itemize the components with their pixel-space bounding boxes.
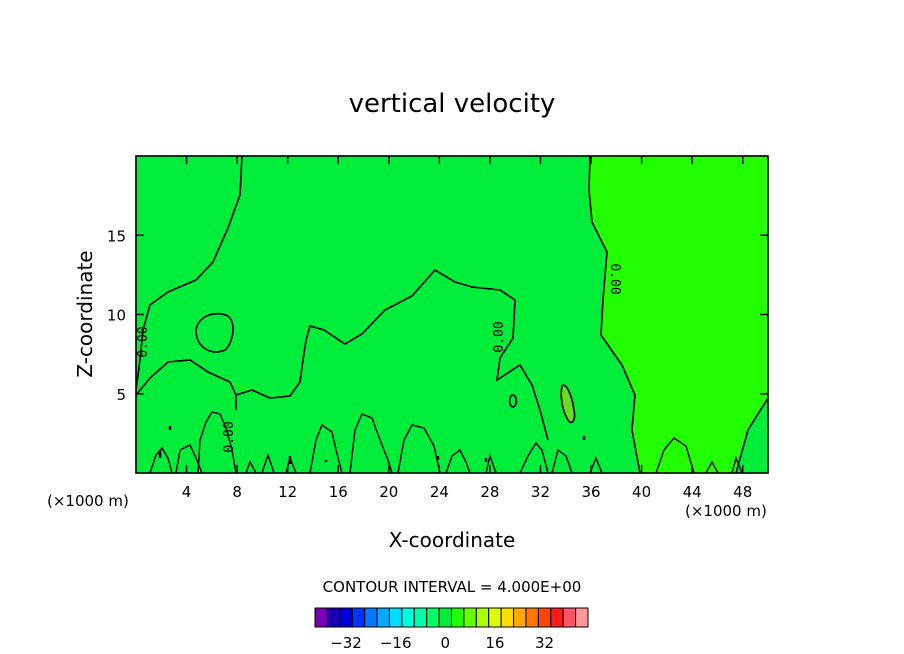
- negative-bubble: [196, 313, 234, 352]
- x-tick-label: 12: [278, 483, 297, 501]
- colorbar-swatch: [339, 607, 353, 628]
- colorbar-swatch: [376, 607, 390, 628]
- contour-line-small-loop: [508, 394, 518, 408]
- colorbar-swatch: [488, 607, 502, 628]
- colorbar-swatch: [364, 607, 378, 628]
- negative-region-right: [736, 398, 768, 473]
- contour-label: 0.00: [136, 326, 151, 357]
- colorbar-swatch: [388, 607, 403, 628]
- contour-label: 0.00: [222, 421, 237, 452]
- colorbar-swatch: [314, 607, 328, 628]
- x-tick-label: 48: [733, 483, 752, 501]
- x-tick-label: 16: [329, 483, 348, 501]
- x-axis-label: X-coordinate: [389, 528, 516, 552]
- colorbar-swatch: [451, 607, 465, 628]
- x-axis-unit-left: (×1000 m): [47, 492, 129, 510]
- colorbar-tick-label: 0: [441, 634, 451, 652]
- colorbar-swatch: [562, 607, 577, 628]
- colorbar-tick-label: 16: [485, 634, 504, 652]
- y-axis: 5 10 15: [107, 227, 768, 404]
- colorbar-swatch: [550, 607, 564, 628]
- y-tick-label: 10: [107, 307, 126, 325]
- colorbar-tick-label: −16: [380, 634, 412, 652]
- colorbar-swatch: [413, 607, 428, 628]
- x-tick-label: 28: [480, 483, 499, 501]
- x-tick-label: 24: [430, 483, 449, 501]
- x-tick-label: 8: [232, 483, 242, 501]
- x-tick-label: 44: [683, 483, 702, 501]
- x-tick-label: 40: [632, 483, 651, 501]
- y-axis-label: Z-coordinate: [73, 250, 97, 377]
- colorbar-labels: −32 −16 0 16 32: [330, 634, 554, 652]
- x-tick-label: 36: [581, 483, 600, 501]
- colorbar-swatch: [575, 607, 589, 628]
- colorbar-swatch: [326, 607, 341, 628]
- colorbar-swatch: [463, 607, 477, 628]
- contour-labels: 0.00 0.00 0.00 0.00: [136, 263, 622, 452]
- contour-label: 0.00: [607, 263, 622, 294]
- y-tick-label: 5: [116, 386, 126, 404]
- contour-label: 0.00: [492, 321, 507, 352]
- colorbar-tick-label: 32: [535, 634, 554, 652]
- colorbar-swatch: [525, 607, 539, 628]
- colorbar-swatch: [351, 607, 366, 628]
- negative-region-left: [136, 156, 242, 390]
- contour-line-center: [136, 268, 549, 441]
- colorbar-swatch: [500, 607, 515, 628]
- positive-region: [561, 385, 575, 423]
- contour-line-right: [588, 156, 641, 473]
- x-tick-label: 4: [182, 483, 192, 501]
- x-tick-label: 20: [379, 483, 398, 501]
- x-tick-label: 32: [531, 483, 550, 501]
- contour-line-left: [136, 156, 243, 391]
- colorbar: [314, 607, 589, 628]
- colorbar-swatch: [401, 607, 415, 628]
- contour-interval: CONTOUR INTERVAL = 4.000E+00: [323, 578, 582, 596]
- x-axis-unit-right: (×1000 m): [685, 502, 767, 520]
- y-tick-label: 15: [107, 227, 126, 245]
- colorbar-tick-label: −32: [330, 634, 362, 652]
- contour-line-positive: [560, 384, 576, 424]
- chart-title: vertical velocity: [349, 89, 556, 119]
- colorbar-swatch: [426, 607, 440, 628]
- contour-line-bubble: [195, 312, 234, 353]
- colorbar-swatch: [475, 607, 490, 628]
- x-axis: 4 8 12 16 20 24 28 32 36 40 44 48: [182, 156, 752, 501]
- contour-dots: [158, 426, 586, 464]
- contour-line-corner: [735, 397, 768, 473]
- colorbar-swatch: [537, 607, 552, 628]
- colorbar-swatch: [438, 607, 453, 628]
- colorbar-swatch: [513, 607, 527, 628]
